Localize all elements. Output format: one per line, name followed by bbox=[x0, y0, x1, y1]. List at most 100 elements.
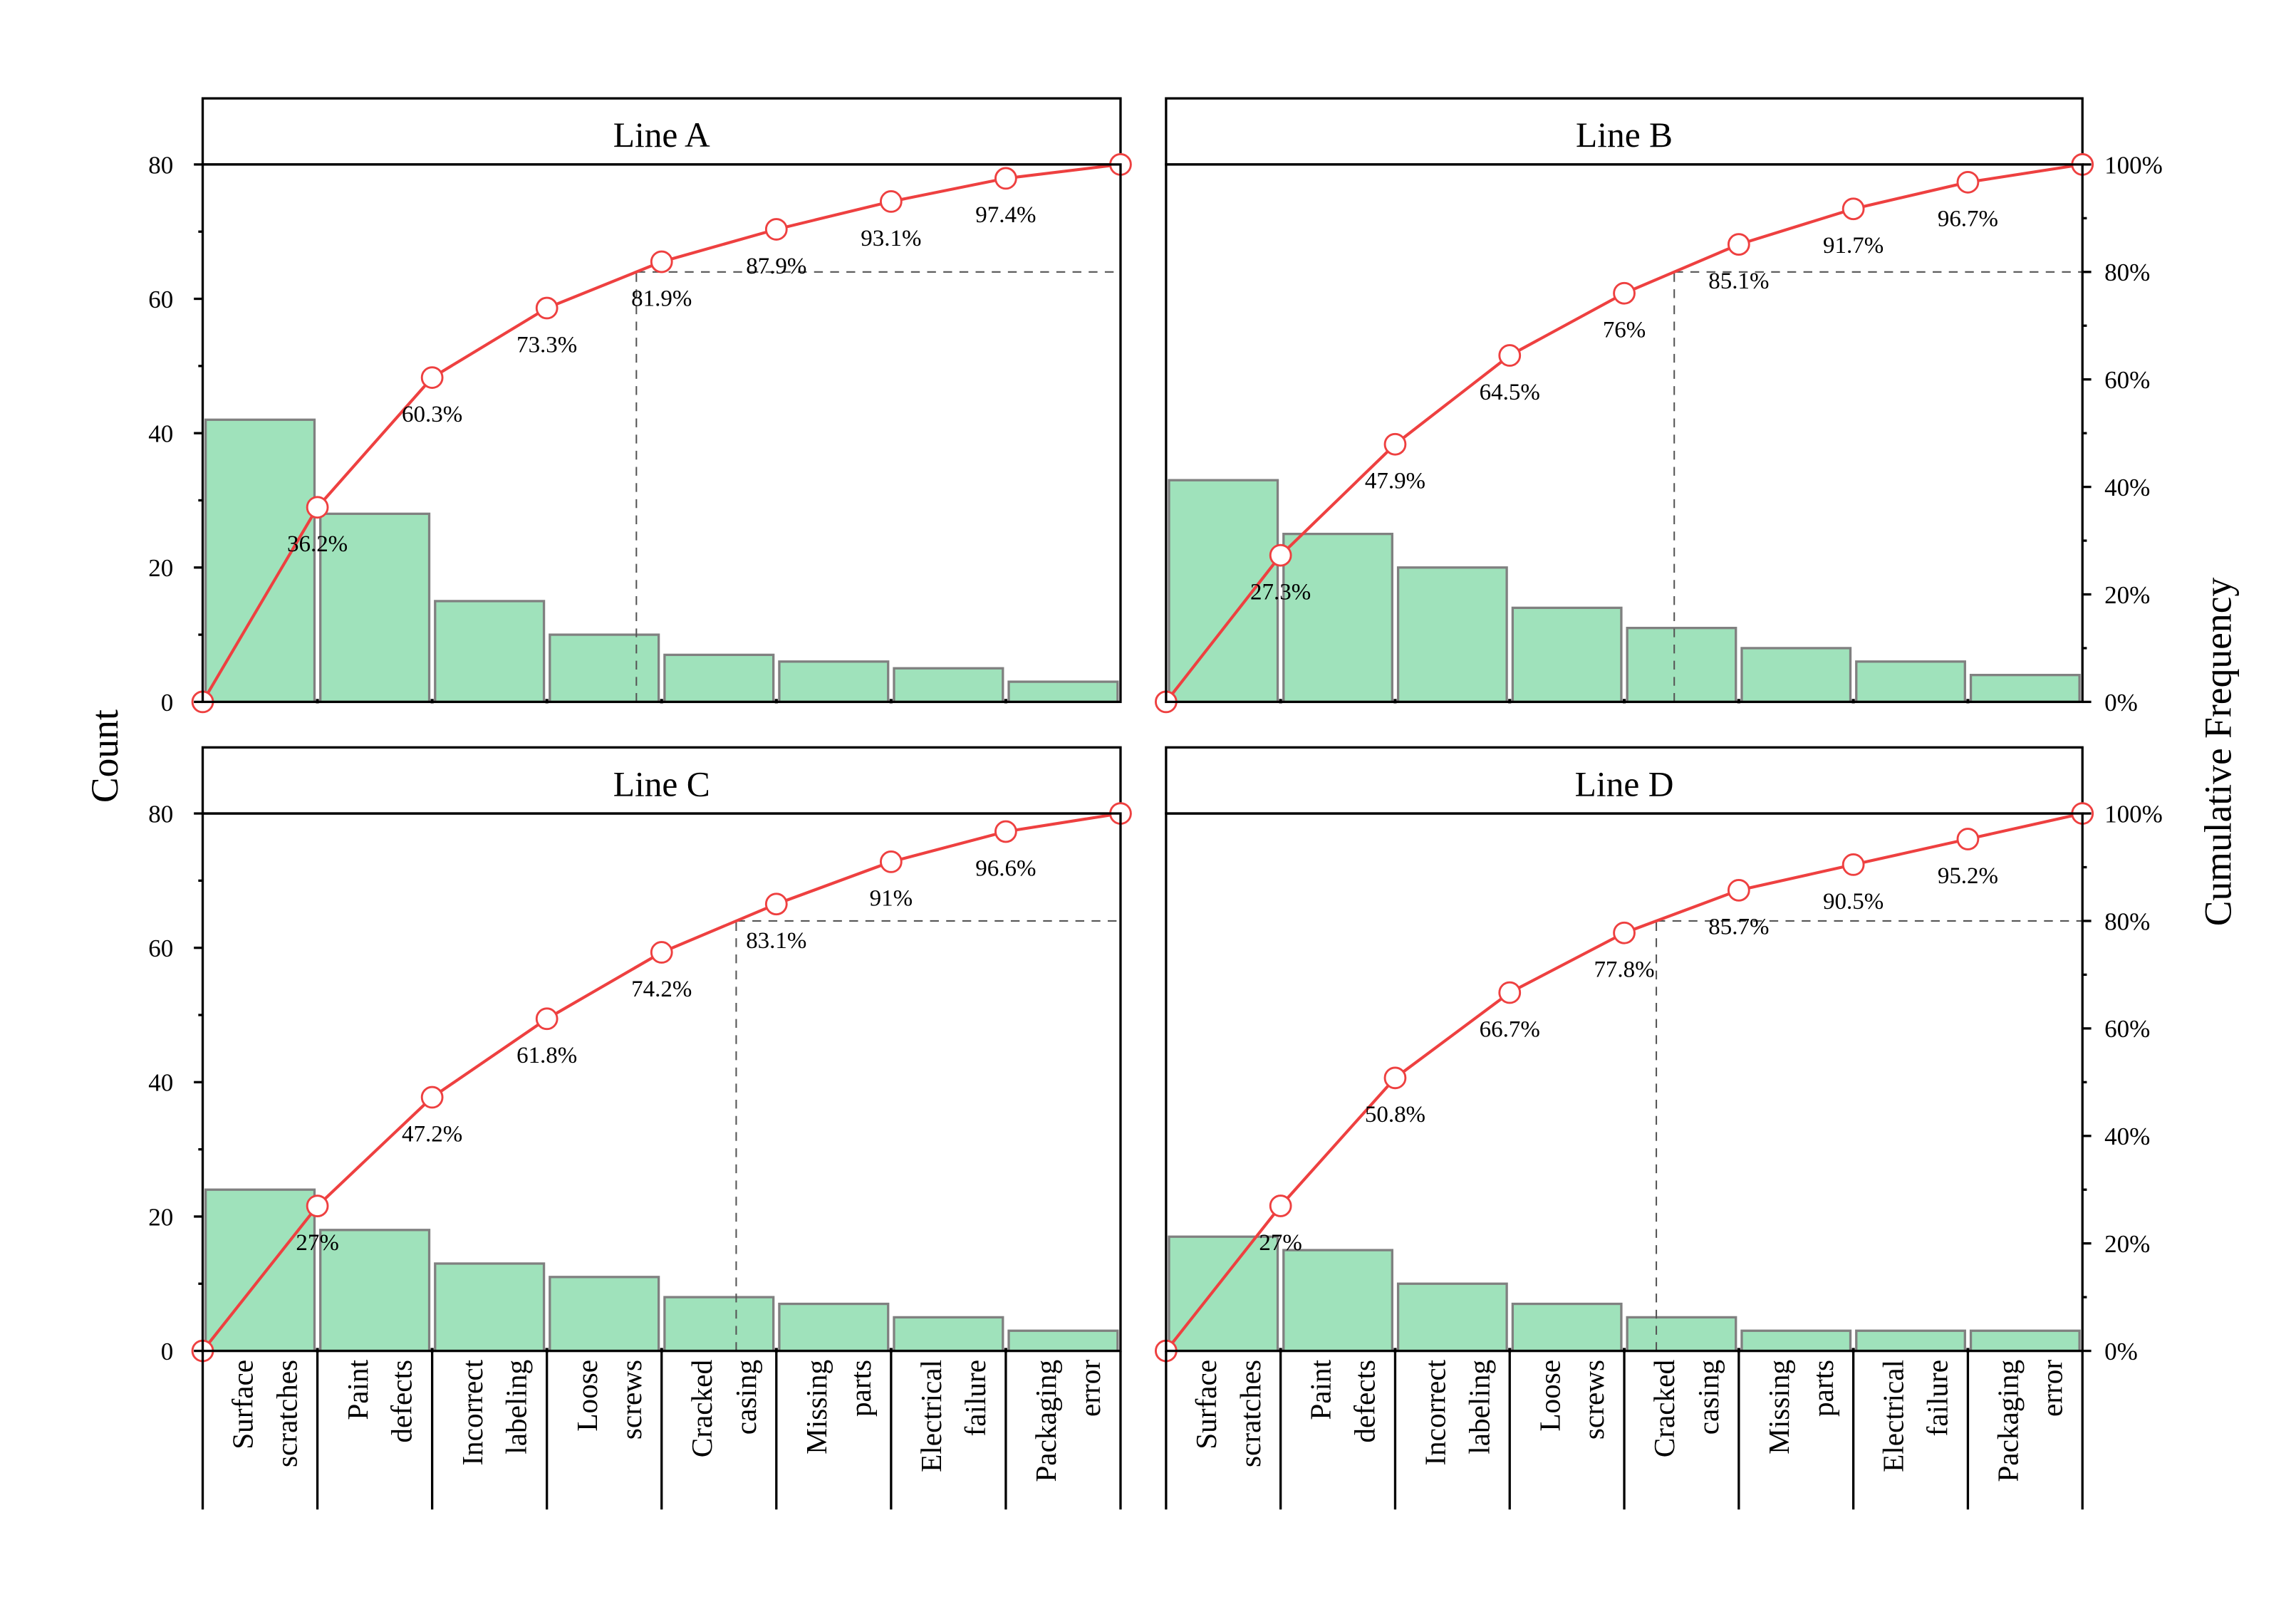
cumulative-point-2 bbox=[1383, 1066, 1407, 1090]
cumulative-label: 27% bbox=[1259, 1230, 1302, 1256]
category-label-line: Loose bbox=[571, 1360, 603, 1432]
cumulative-label: 85.7% bbox=[1708, 915, 1769, 940]
category-label-line: Surface bbox=[1190, 1360, 1222, 1449]
cumulative-label: 93.1% bbox=[861, 226, 921, 251]
bar-5 bbox=[663, 1296, 775, 1353]
cumulative-point-2 bbox=[1383, 432, 1407, 456]
y-right-tick-label: 0% bbox=[2104, 689, 2138, 717]
category-label-line: Packaging bbox=[1029, 1360, 1062, 1482]
bar-2 bbox=[1282, 1249, 1393, 1353]
panel-line-d: Line D 27% 50.8% 66.7% 77.8% 85.7% 90.5% 95.2% 0… bbox=[1154, 746, 2163, 1510]
cumulative-label: 96.6% bbox=[975, 855, 1036, 881]
y-right-tick-label: 60% bbox=[2104, 366, 2150, 394]
bar-7 bbox=[1855, 1329, 1966, 1353]
category-label-line: Cracked bbox=[1648, 1360, 1680, 1458]
bar-6 bbox=[1740, 1329, 1852, 1353]
cumulative-point-5 bbox=[1727, 233, 1750, 256]
y-right-tick-label: 40% bbox=[2104, 474, 2150, 501]
cumulative-point-1 bbox=[1269, 1194, 1292, 1217]
category-label: Missing parts bbox=[800, 1360, 877, 1454]
y-tick-label: 20 bbox=[148, 554, 173, 582]
cumulative-point-6 bbox=[1841, 853, 1865, 876]
cumulative-point-7 bbox=[1956, 170, 1980, 194]
cumulative-label: 95.2% bbox=[1938, 863, 1998, 889]
cumulative-label: 74.2% bbox=[631, 977, 692, 1002]
category-label-line: screws bbox=[1577, 1360, 1610, 1440]
category-label-line: casing bbox=[729, 1360, 762, 1435]
panel-title-strip bbox=[1165, 97, 2084, 166]
cumulative-label: 96.7% bbox=[1938, 207, 1998, 232]
cumulative-label: 47.2% bbox=[402, 1121, 462, 1147]
category-label: Incorrect labeling bbox=[1419, 1359, 1496, 1465]
cumulative-point-7 bbox=[994, 167, 1017, 190]
category-label-line: Incorrect bbox=[1419, 1359, 1452, 1465]
bar-1 bbox=[1168, 1235, 1279, 1353]
bar-1 bbox=[204, 418, 316, 704]
category-label-line: labeling bbox=[500, 1360, 533, 1454]
bar-8 bbox=[1969, 674, 2081, 704]
cumulative-point-4 bbox=[1613, 281, 1636, 305]
bar-6 bbox=[1740, 647, 1852, 704]
category-label-line: defects bbox=[385, 1360, 418, 1443]
category-label: Surface scratches bbox=[227, 1360, 303, 1467]
cumulative-point-4 bbox=[650, 941, 673, 964]
y-axis-title-count: Count bbox=[83, 709, 126, 803]
cumulative-label: 87.9% bbox=[746, 254, 806, 279]
cumulative-label: 77.8% bbox=[1594, 957, 1654, 983]
y-axis-title-cumulative: Cumulative Frequency bbox=[2196, 578, 2239, 927]
bar-1 bbox=[1168, 479, 1279, 704]
bar-5 bbox=[1626, 626, 1737, 704]
category-label: Paint defects bbox=[1304, 1359, 1381, 1442]
bar-5 bbox=[1626, 1316, 1737, 1353]
category-label: Missing parts bbox=[1762, 1360, 1839, 1454]
bar-3 bbox=[434, 600, 546, 704]
cumulative-point-3 bbox=[535, 296, 559, 320]
category-label-line: Surface bbox=[227, 1360, 259, 1449]
y-tick-label: 60 bbox=[148, 935, 173, 962]
panel-title-strip bbox=[201, 746, 1122, 815]
cumulative-label: 76% bbox=[1603, 318, 1646, 343]
cumulative-point-3 bbox=[535, 1007, 559, 1031]
cumulative-label: 90.5% bbox=[1823, 889, 1884, 915]
cumulative-label: 91.7% bbox=[1823, 233, 1884, 259]
category-label: Incorrect labeling bbox=[456, 1359, 533, 1465]
cumulative-point-3 bbox=[1498, 344, 1522, 367]
y-tick-label: 60 bbox=[148, 286, 173, 313]
y-right-tick-label: 20% bbox=[2104, 1230, 2150, 1258]
category-label-line: failure bbox=[959, 1360, 992, 1437]
panel-title: Line C bbox=[613, 764, 710, 803]
cumulative-label: 60.3% bbox=[402, 402, 462, 427]
bar-7 bbox=[1855, 660, 1966, 704]
cumulative-point-7 bbox=[1956, 828, 1980, 850]
category-label-line: Paint bbox=[341, 1359, 374, 1420]
y-tick-label: 40 bbox=[148, 420, 173, 448]
y-tick-label: 0 bbox=[161, 1338, 174, 1365]
bar-3 bbox=[1396, 566, 1508, 704]
y-tick-label: 80 bbox=[148, 800, 173, 828]
cumulative-label: 85.1% bbox=[1708, 269, 1769, 294]
bar-4 bbox=[1511, 606, 1623, 704]
cumulative-point-6 bbox=[879, 190, 903, 213]
panel-title: Line D bbox=[1575, 764, 1674, 803]
y-right-tick-label: 80% bbox=[2104, 259, 2150, 286]
category-label-line: casing bbox=[1692, 1360, 1725, 1435]
panel-title-strip bbox=[201, 97, 1122, 166]
bar-4 bbox=[549, 1276, 660, 1353]
category-label-line: Incorrect bbox=[456, 1359, 489, 1465]
category-label-line: error bbox=[2035, 1360, 2068, 1417]
bar-2 bbox=[1282, 532, 1393, 704]
cumulative-label: 27% bbox=[296, 1230, 338, 1256]
cumulative-point-6 bbox=[879, 850, 903, 873]
y-tick-label: 40 bbox=[148, 1069, 173, 1097]
cumulative-point-2 bbox=[420, 1086, 444, 1109]
y-tick-label: 80 bbox=[148, 151, 173, 179]
category-label-line: Paint bbox=[1304, 1359, 1337, 1420]
cumulative-label: 47.9% bbox=[1365, 469, 1425, 494]
category-label-line: Missing bbox=[1762, 1360, 1795, 1454]
category-label: Cracked casing bbox=[685, 1360, 762, 1458]
category-label-line: scratches bbox=[1234, 1360, 1267, 1467]
bar-2 bbox=[319, 512, 431, 704]
category-label: Packaging error bbox=[1029, 1360, 1106, 1482]
cumulative-label: 81.9% bbox=[631, 286, 692, 311]
bar-8 bbox=[1007, 1329, 1119, 1353]
